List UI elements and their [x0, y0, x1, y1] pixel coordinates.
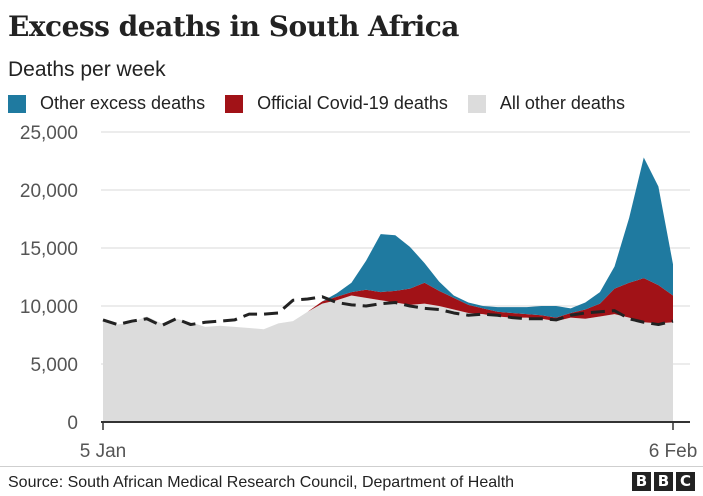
legend-swatch-all-other: [467, 94, 486, 113]
bbc-logo-letter: B: [654, 472, 673, 491]
area-all-other-deaths: [103, 295, 673, 422]
bbc-logo-letter: C: [676, 472, 695, 491]
dashed-line: [102, 295, 674, 328]
bbc-logo-letter: B: [632, 472, 651, 491]
chart-area: 0 5,000 10,000 15,000 20,000 25,000 5 Jan 6 Feb: [20, 123, 698, 462]
x-tick-label: 6 Feb: [649, 441, 698, 462]
x-tick-label: 5 Jan: [80, 441, 126, 462]
y-tick-label: 10,000: [20, 297, 78, 318]
footer: Source: South African Medical Research C…: [0, 466, 703, 496]
area-other-excess-deaths: [103, 157, 673, 330]
bbc-logo: B B C: [629, 472, 695, 491]
y-tick-label: 0: [67, 413, 78, 434]
chart-title: Excess deaths in South Africa: [8, 10, 459, 43]
legend-swatch-other-excess: [8, 94, 26, 113]
legend-item-all-other: All other deaths: [467, 93, 625, 114]
chart-subtitle: Deaths per week: [8, 58, 166, 81]
y-tick-label: 5,000: [30, 355, 78, 376]
y-tick-label: 15,000: [20, 239, 78, 260]
legend-label-other-excess: Other excess deaths: [40, 93, 206, 113]
y-tick-label: 25,000: [20, 123, 78, 144]
area-official-covid-19-deaths: [103, 278, 673, 330]
y-tick-label: 20,000: [20, 181, 78, 202]
legend-item-covid: Official Covid-19 deaths: [225, 93, 448, 114]
legend: Other excess deaths Official Covid-19 de…: [8, 93, 625, 114]
legend-label-all-other: All other deaths: [499, 93, 625, 113]
legend-swatch-covid: [225, 94, 244, 113]
source-note: Source: South African Medical Research C…: [8, 474, 515, 491]
legend-item-other-excess: Other excess deaths: [8, 93, 205, 114]
legend-label-covid: Official Covid-19 deaths: [257, 93, 448, 113]
